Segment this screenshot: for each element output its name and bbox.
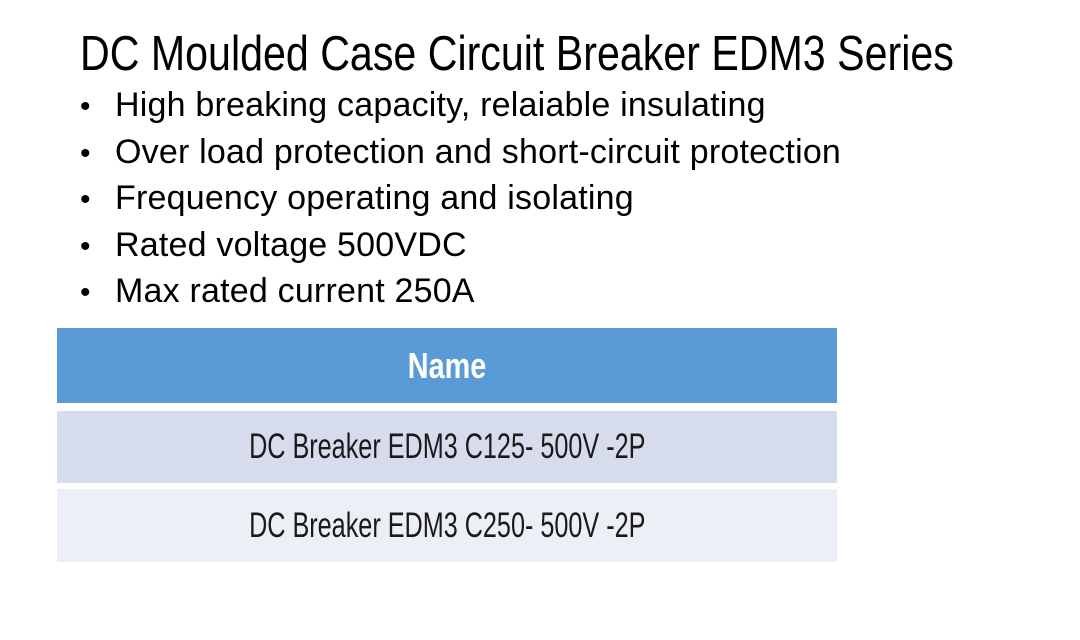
list-item: • Frequency operating and isolating (80, 176, 841, 223)
bullet-icon: • (80, 183, 91, 216)
bullet-text: Max rated current 250A (115, 272, 475, 310)
bullet-text: Rated voltage 500VDC (115, 225, 467, 264)
table-cell: DC Breaker EDM3 C250- 500V -2P (248, 505, 646, 545)
bullet-icon: • (80, 90, 91, 123)
product-table: Name DC Breaker EDM3 C125- 500V -2P DC B… (57, 328, 837, 562)
list-item: • Max rated current 250A (80, 269, 841, 316)
page-title: DC Moulded Case Circuit Breaker EDM3 Ser… (80, 30, 1080, 79)
list-item: • Over load protection and short-circuit… (80, 130, 841, 177)
table-header: Name (57, 328, 837, 403)
bullet-text: Frequency operating and isolating (115, 179, 634, 217)
bullet-text: High breaking capacity, relaiable insula… (115, 86, 766, 124)
bullet-icon: • (80, 136, 91, 170)
list-item: • High breaking capacity, relaiable insu… (80, 83, 841, 130)
bullet-icon: • (80, 276, 91, 309)
table-cell: DC Breaker EDM3 C125- 500V -2P (248, 427, 646, 466)
bullet-text: Over load protection and short-circuit p… (115, 132, 842, 171)
table-header-label: Name (407, 344, 487, 386)
bullet-icon: • (80, 229, 91, 263)
list-item: • Rated voltage 500VDC (80, 223, 841, 270)
page-title-text: DC Moulded Case Circuit Breaker EDM3 Ser… (80, 27, 954, 81)
feature-list: • High breaking capacity, relaiable insu… (80, 83, 841, 316)
table-row: DC Breaker EDM3 C125- 500V -2P (57, 411, 837, 483)
table-row: DC Breaker EDM3 C250- 500V -2P (57, 489, 837, 562)
